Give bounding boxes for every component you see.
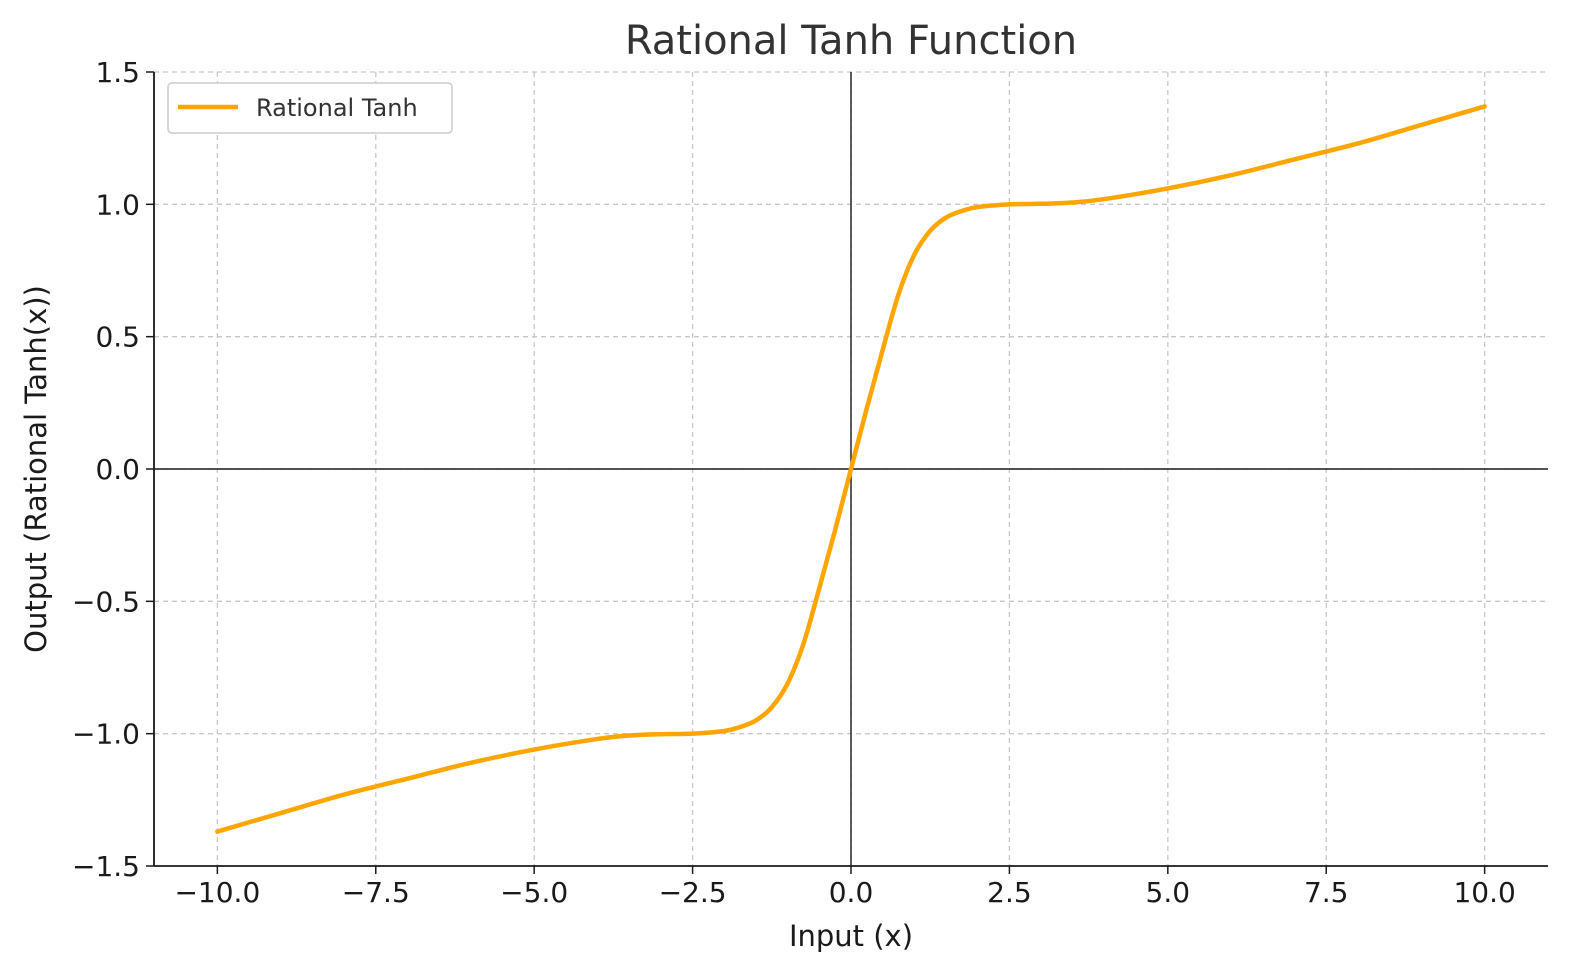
x-tick-label: −7.5 — [342, 876, 410, 909]
x-tick-label: 0.0 — [829, 876, 874, 909]
chart-title: Rational Tanh Function — [625, 18, 1077, 64]
y-tick-label: 0.5 — [95, 321, 140, 354]
x-tick-label: 2.5 — [987, 876, 1032, 909]
legend-frame — [167, 82, 453, 134]
x-axis-label: Input (x) — [789, 919, 913, 953]
x-tick-label: 7.5 — [1304, 876, 1349, 909]
y-tick-label: −1.0 — [72, 718, 140, 751]
y-tick-label: −1.5 — [72, 850, 140, 883]
y-tick-label: 1.5 — [95, 56, 140, 89]
y-tick-label: −0.5 — [72, 585, 140, 618]
series-line-rational-tanh — [215, 104, 1487, 834]
y-tick-label: 0.0 — [95, 453, 140, 486]
y-axis-label: Output (Rational Tanh(x)) — [19, 285, 53, 653]
series-layer — [215, 104, 1487, 834]
x-tick-label: 10.0 — [1453, 876, 1515, 909]
y-axis-ticks: −1.5 −1.0 −0.5 0.0 0.5 1.0 1.5 — [72, 56, 154, 883]
x-axis-ticks: −10.0 −7.5 −5.0 −2.5 0.0 2.5 5.0 7.5 10.0 — [174, 866, 1516, 909]
x-tick-label: −5.0 — [500, 876, 568, 909]
x-tick-label: −2.5 — [659, 876, 727, 909]
legend-label: Rational Tanh — [256, 94, 418, 122]
y-tick-label: 1.0 — [95, 188, 140, 221]
x-tick-label: 5.0 — [1146, 876, 1191, 909]
legend: Rational Tanh — [167, 82, 453, 134]
x-tick-label: −10.0 — [174, 876, 260, 909]
